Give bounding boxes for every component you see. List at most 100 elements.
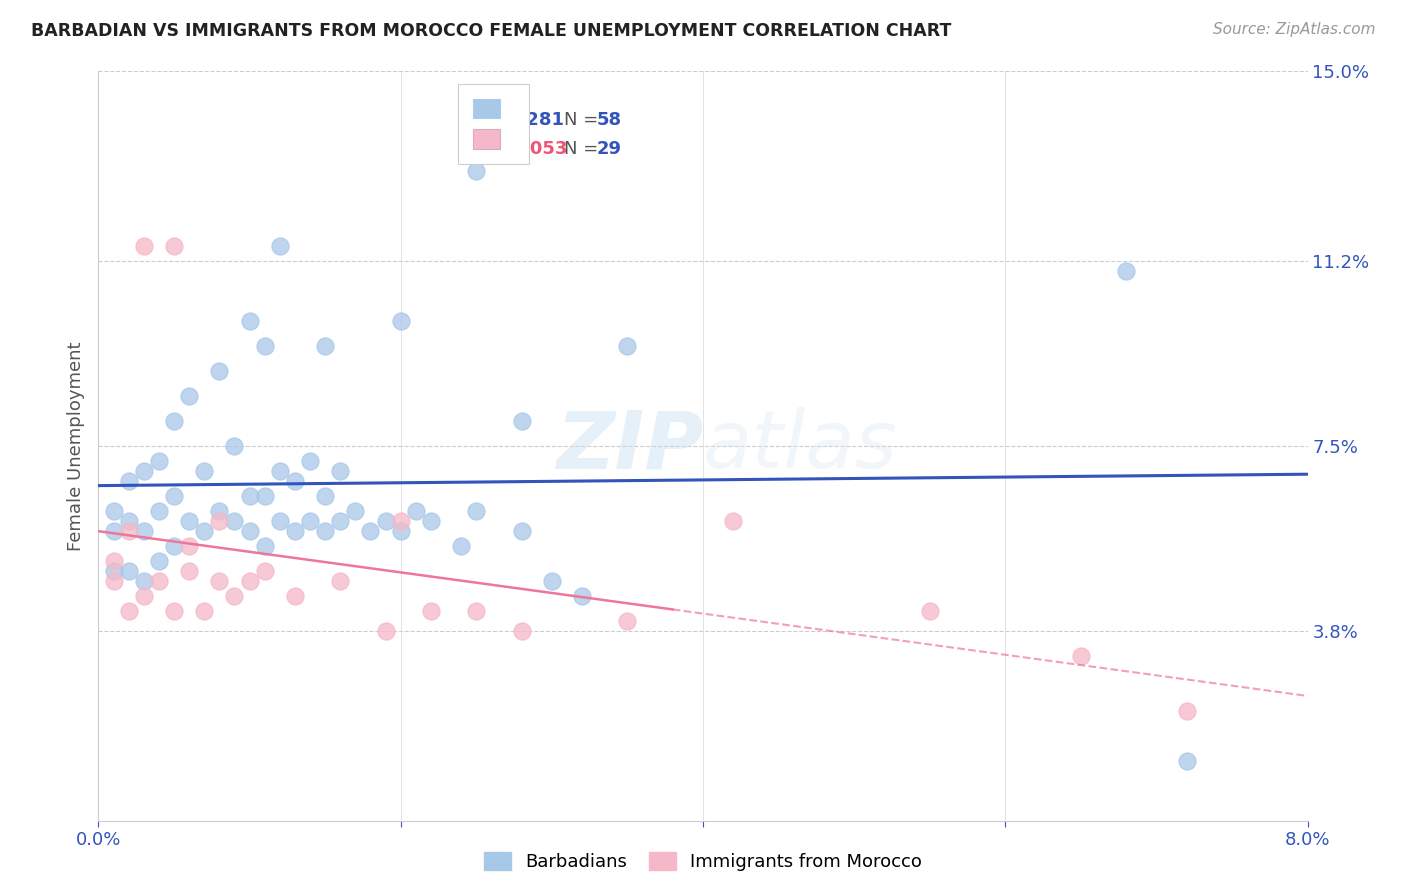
Point: [571, 589, 593, 603]
Text: BARBADIAN VS IMMIGRANTS FROM MOROCCO FEMALE UNEMPLOYMENT CORRELATION CHART: BARBADIAN VS IMMIGRANTS FROM MOROCCO FEM…: [31, 22, 952, 40]
Point: [284, 474, 307, 488]
Point: [314, 339, 336, 353]
Point: [253, 339, 276, 353]
Point: [163, 414, 186, 428]
Point: [118, 514, 141, 528]
Point: [299, 454, 322, 468]
Point: [103, 504, 125, 518]
Point: [1175, 704, 1198, 718]
Point: [389, 524, 412, 538]
Point: [253, 539, 276, 553]
Point: [374, 514, 396, 528]
Point: [132, 524, 155, 538]
Point: [118, 474, 141, 488]
Point: [193, 464, 215, 478]
Point: [148, 504, 170, 518]
Point: [132, 589, 155, 603]
Text: -0.053: -0.053: [503, 140, 568, 158]
Point: [239, 314, 262, 328]
Point: [616, 614, 638, 628]
Point: [389, 314, 412, 328]
Point: [918, 604, 941, 618]
Point: [103, 554, 125, 568]
Point: [179, 539, 201, 553]
Point: [465, 164, 488, 178]
Point: [239, 524, 262, 538]
Point: [118, 524, 141, 538]
Point: [208, 574, 231, 588]
Point: [284, 589, 307, 603]
Point: [465, 504, 488, 518]
Text: atlas: atlas: [703, 407, 898, 485]
Point: [163, 604, 186, 618]
Point: [1070, 648, 1092, 663]
Point: [360, 524, 382, 538]
Point: [420, 604, 443, 618]
Point: [329, 464, 352, 478]
Point: [510, 524, 533, 538]
Point: [450, 539, 472, 553]
Point: [132, 239, 155, 253]
Point: [299, 514, 322, 528]
Point: [179, 514, 201, 528]
Point: [616, 339, 638, 353]
Point: [179, 389, 201, 403]
Point: [723, 514, 745, 528]
Point: [118, 564, 141, 578]
Point: [510, 414, 533, 428]
Point: [224, 439, 246, 453]
Text: 58: 58: [596, 112, 621, 129]
Point: [208, 504, 231, 518]
Text: R =: R =: [467, 112, 506, 129]
Point: [118, 604, 141, 618]
Point: [148, 554, 170, 568]
Point: [1175, 754, 1198, 768]
Point: [389, 514, 412, 528]
Point: [1115, 264, 1137, 278]
Point: [284, 524, 307, 538]
Point: [420, 514, 443, 528]
Point: [405, 504, 427, 518]
Point: [540, 574, 562, 588]
Point: [132, 464, 155, 478]
Point: [465, 604, 488, 618]
Legend: , : ,: [458, 84, 529, 163]
Point: [163, 489, 186, 503]
Point: [314, 524, 336, 538]
Point: [269, 514, 291, 528]
Point: [253, 489, 276, 503]
Point: [329, 574, 352, 588]
Point: [193, 524, 215, 538]
Point: [269, 239, 291, 253]
Text: 0.281: 0.281: [508, 112, 564, 129]
Point: [148, 574, 170, 588]
Point: [103, 574, 125, 588]
Point: [208, 364, 231, 378]
Y-axis label: Female Unemployment: Female Unemployment: [66, 342, 84, 550]
Point: [269, 464, 291, 478]
Point: [163, 239, 186, 253]
Point: [239, 489, 262, 503]
Point: [103, 564, 125, 578]
Text: 29: 29: [596, 140, 621, 158]
Text: N =: N =: [564, 112, 605, 129]
Point: [132, 574, 155, 588]
Point: [163, 539, 186, 553]
Point: [344, 504, 367, 518]
Point: [239, 574, 262, 588]
Point: [374, 624, 396, 638]
Point: [314, 489, 336, 503]
Legend: Barbadians, Immigrants from Morocco: Barbadians, Immigrants from Morocco: [477, 845, 929, 879]
Text: R =: R =: [467, 140, 506, 158]
Text: ZIP: ZIP: [555, 407, 703, 485]
Point: [148, 454, 170, 468]
Text: Source: ZipAtlas.com: Source: ZipAtlas.com: [1212, 22, 1375, 37]
Point: [253, 564, 276, 578]
Point: [224, 514, 246, 528]
Point: [103, 524, 125, 538]
Point: [193, 604, 215, 618]
Point: [510, 624, 533, 638]
Point: [224, 589, 246, 603]
Point: [179, 564, 201, 578]
Point: [329, 514, 352, 528]
